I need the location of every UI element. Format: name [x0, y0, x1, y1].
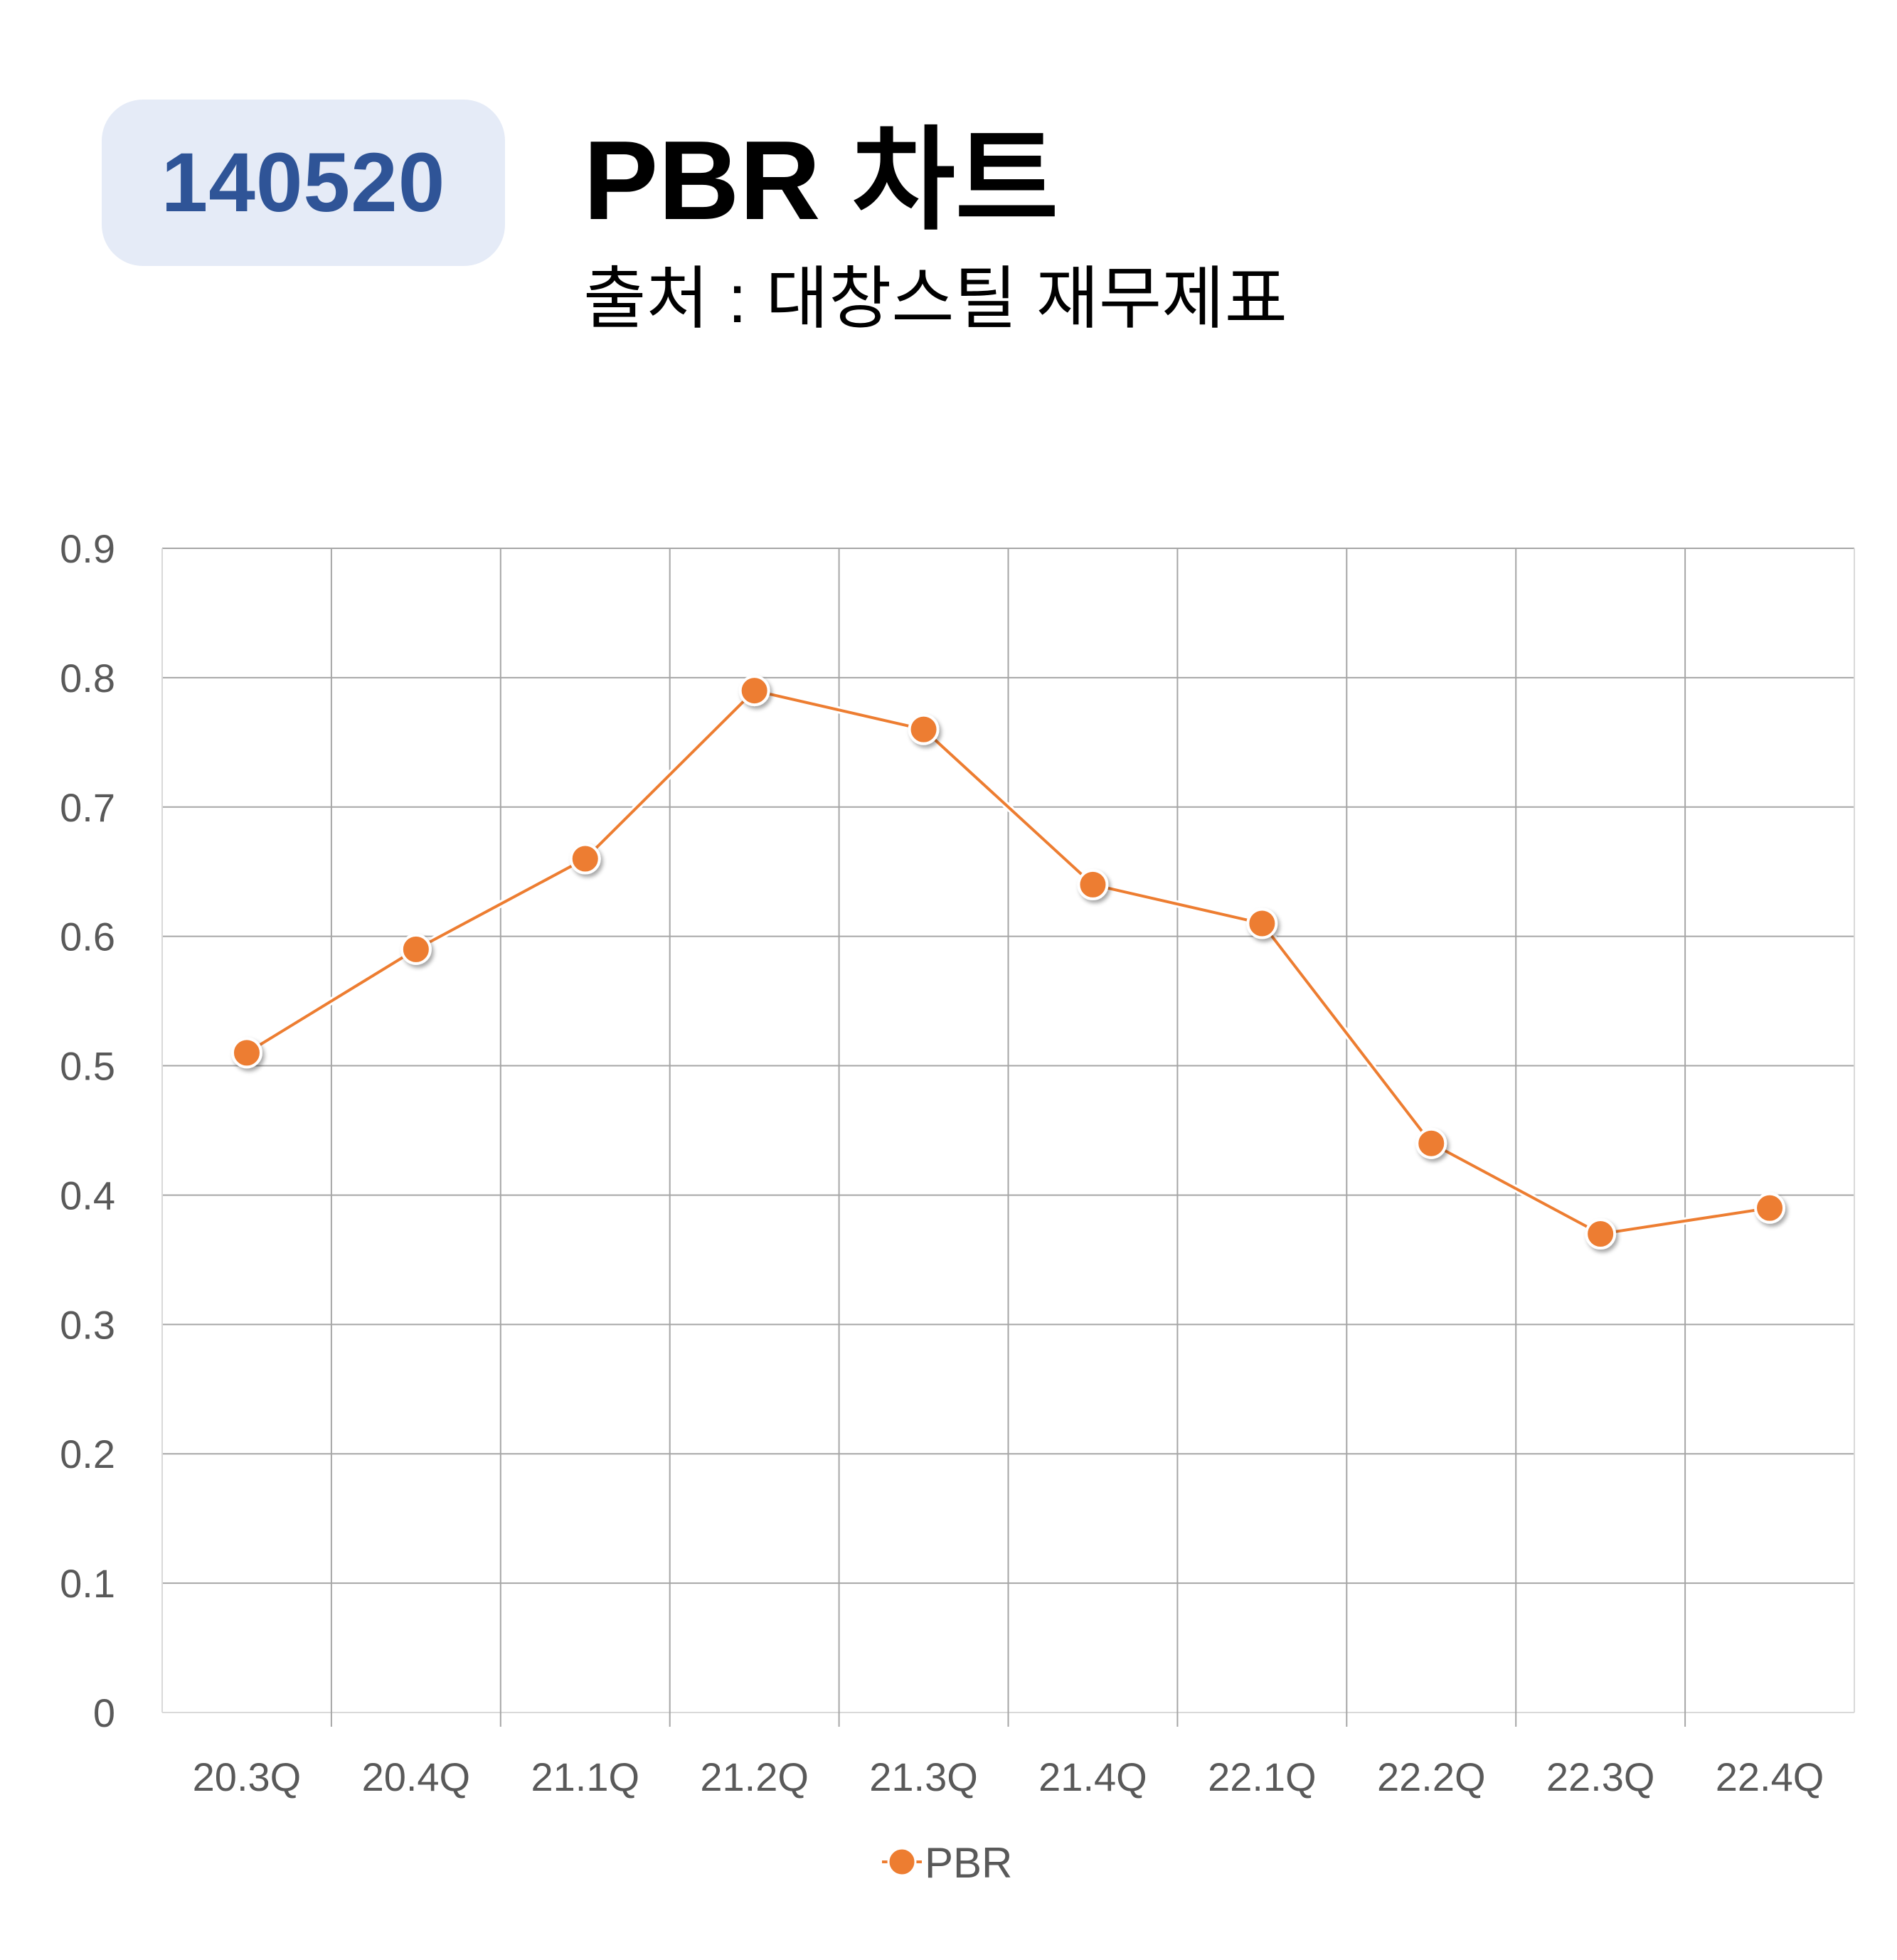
x-tick-label: 20.3Q: [193, 1754, 302, 1799]
chart-legend: PBR: [882, 1839, 1012, 1887]
legend-marker: [887, 1847, 917, 1877]
data-point: [400, 933, 432, 965]
stock-code-badge: 140520: [102, 100, 505, 266]
data-point: [738, 675, 770, 707]
legend-label: PBR: [925, 1839, 1012, 1887]
x-tick-label: 20.4Q: [362, 1754, 471, 1799]
y-tick-label: 0.5: [60, 1044, 115, 1089]
x-tick-label: 22.2Q: [1377, 1754, 1486, 1799]
x-tick-label: 21.2Q: [700, 1754, 809, 1799]
x-tick-label: 22.1Q: [1208, 1754, 1317, 1799]
data-point: [1246, 907, 1278, 939]
pbr-series: [230, 675, 1786, 1250]
data-point: [569, 843, 601, 875]
data-point: [1585, 1218, 1617, 1250]
series-line: [245, 689, 1770, 1236]
data-point: [908, 713, 940, 745]
x-tick-label: 21.4Q: [1038, 1754, 1147, 1799]
x-tick-label: 22.4Q: [1716, 1754, 1824, 1799]
y-tick-label: 0.4: [60, 1173, 115, 1218]
y-tick-label: 0.6: [60, 915, 115, 959]
data-point: [230, 1037, 262, 1069]
y-tick-label: 0: [93, 1690, 115, 1735]
x-axis: 20.3Q 20.4Q 21.1Q 21.2Q 21.3Q 21.4Q 22.1Q 22.2Q…: [193, 1754, 1824, 1799]
x-tick-label: 21.3Q: [869, 1754, 978, 1799]
data-point: [1077, 868, 1109, 900]
page-subtitle: 출처 : 대창스틸 재무제표: [583, 261, 1287, 337]
x-tick-label: 22.3Q: [1546, 1754, 1655, 1799]
page-title: PBR 차트: [583, 118, 1059, 243]
y-tick-label: 0.7: [60, 785, 115, 830]
chart-grid: [161, 548, 1855, 1727]
y-tick-label: 0.2: [60, 1432, 115, 1476]
data-point: [1415, 1127, 1447, 1159]
x-tick-label: 21.1Q: [531, 1754, 639, 1799]
y-tick-label: 0.9: [60, 526, 115, 571]
y-tick-label: 0.3: [60, 1302, 115, 1347]
y-tick-label: 0.8: [60, 656, 115, 701]
data-point: [1754, 1192, 1786, 1224]
y-axis: 0 0.1 0.2 0.3 0.4 0.5 0.6 0.7 0.8 0.9: [60, 526, 115, 1735]
y-tick-label: 0.1: [60, 1561, 115, 1606]
